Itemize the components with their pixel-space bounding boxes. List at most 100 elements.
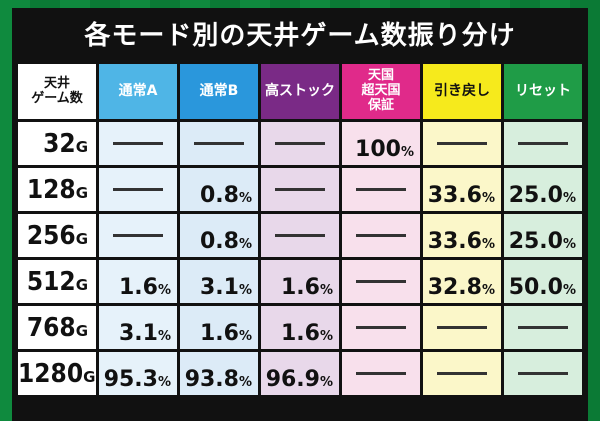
percent-unit: % — [562, 191, 576, 206]
header-row: 天井 ゲーム数 通常A 通常B 高ストック 天国 超天国 保証 引き戻し リセット — [18, 64, 582, 119]
games-value: 1280 — [18, 358, 84, 389]
normal-a-cell: 95.3% — [99, 352, 177, 395]
return-cell — [423, 306, 501, 349]
percent-value: 96.9% — [266, 367, 339, 392]
games-cell: 128G — [18, 168, 96, 211]
percent-value: 1.6% — [200, 321, 258, 346]
page-title: 各モード別の天井ゲーム数振り分け — [84, 20, 516, 51]
percent-unit: % — [400, 145, 414, 160]
percent-unit: % — [319, 375, 333, 390]
return-cell: 33.6% — [423, 168, 501, 211]
percent-unit: % — [481, 283, 495, 298]
percent-number: 0.8 — [199, 229, 239, 254]
percent-unit: % — [562, 283, 576, 298]
percent-value: 93.8% — [185, 367, 258, 392]
ceiling-distribution-table: 天井 ゲーム数 通常A 通常B 高ストック 天国 超天国 保証 引き戻し リセット 3… — [15, 61, 585, 398]
games-cell: 768G — [18, 306, 96, 349]
percent-unit: % — [238, 237, 252, 252]
percent-unit: % — [562, 237, 576, 252]
percent-number: 50.0 — [508, 275, 563, 300]
games-cell: 256G — [18, 214, 96, 257]
dash-icon — [356, 234, 406, 237]
percent-unit: % — [157, 283, 171, 298]
normal-b-cell: 93.8% — [180, 352, 258, 395]
normal-a-cell — [99, 168, 177, 211]
no-value-dash — [261, 122, 339, 165]
dash-icon — [518, 326, 568, 329]
percent-number: 33.6 — [427, 183, 482, 208]
percent-value: 33.6% — [428, 229, 501, 254]
percent-unit: % — [238, 329, 252, 344]
percent-number: 25.0 — [508, 229, 563, 254]
high-stock-cell — [261, 168, 339, 211]
dash-icon — [113, 188, 163, 191]
no-value-dash — [99, 122, 177, 165]
percent-unit: % — [157, 329, 171, 344]
no-value-dash — [423, 352, 501, 395]
dash-icon — [113, 234, 163, 237]
no-value-dash — [180, 122, 258, 165]
percent-value: 95.3% — [104, 367, 177, 392]
dash-icon — [356, 326, 406, 329]
dash-icon — [275, 188, 325, 191]
heaven-guarantee-cell — [342, 168, 420, 211]
header-normal-b: 通常B — [180, 64, 258, 119]
no-value-dash — [99, 168, 177, 211]
percent-number: 93.8 — [184, 367, 239, 392]
normal-b-cell: 3.1% — [180, 260, 258, 303]
games-cell: 512G — [18, 260, 96, 303]
percent-number: 1.6 — [118, 275, 158, 300]
percent-value: 100% — [355, 137, 420, 162]
table-row: 1280G 95.3% 93.8% 96.9% — [18, 352, 582, 395]
dash-icon — [437, 142, 487, 145]
no-value-dash — [261, 214, 339, 257]
dash-icon — [275, 234, 325, 237]
dash-icon — [113, 142, 163, 145]
percent-unit: % — [319, 283, 333, 298]
percent-number: 95.3 — [103, 367, 158, 392]
no-value-dash — [504, 306, 582, 349]
table-panel: 各モード別の天井ゲーム数振り分け 天井 ゲーム数 通常A 通常B 高ストック 天国… — [12, 8, 588, 421]
return-cell — [423, 352, 501, 395]
dash-icon — [356, 280, 406, 283]
percent-unit: % — [238, 191, 252, 206]
normal-b-cell: 0.8% — [180, 168, 258, 211]
dash-icon — [437, 326, 487, 329]
percent-number: 3.1 — [199, 275, 239, 300]
normal-b-cell: 1.6% — [180, 306, 258, 349]
no-value-dash — [342, 168, 420, 211]
games-unit: G — [83, 367, 96, 386]
percent-unit: % — [238, 375, 252, 390]
percent-value: 3.1% — [200, 275, 258, 300]
percent-value: 1.6% — [281, 321, 339, 346]
games-value: 768 — [26, 312, 76, 343]
percent-value: 0.8% — [200, 183, 258, 208]
percent-number: 32.8 — [427, 275, 482, 300]
return-cell: 32.8% — [423, 260, 501, 303]
reset-cell: 50.0% — [504, 260, 582, 303]
no-value-dash — [504, 352, 582, 395]
games-cell: 1280G — [18, 352, 96, 395]
heaven-guarantee-cell — [342, 306, 420, 349]
table-body: 32G 100% 128G 0.8% 33.6% 25.0% 256G 0.8% 33.6% 25… — [18, 122, 582, 395]
percent-number: 25.0 — [508, 183, 563, 208]
no-value-dash — [261, 168, 339, 211]
dash-icon — [437, 372, 487, 375]
percent-value: 1.6% — [281, 275, 339, 300]
table-row: 512G 1.6% 3.1% 1.6% 32.8% 50.0% — [18, 260, 582, 303]
dash-icon — [275, 142, 325, 145]
percent-value: 3.1% — [119, 321, 177, 346]
header-heaven-guarantee: 天国 超天国 保証 — [342, 64, 420, 119]
percent-value: 33.6% — [428, 183, 501, 208]
percent-number: 1.6 — [280, 321, 320, 346]
table-row: 256G 0.8% 33.6% 25.0% — [18, 214, 582, 257]
no-value-dash — [342, 306, 420, 349]
percent-value: 25.0% — [509, 183, 582, 208]
reset-cell: 25.0% — [504, 168, 582, 211]
reset-cell: 25.0% — [504, 214, 582, 257]
percent-number: 1.6 — [280, 275, 320, 300]
percent-number: 96.9 — [265, 367, 320, 392]
reset-cell — [504, 122, 582, 165]
dash-icon — [518, 372, 568, 375]
heaven-guarantee-cell — [342, 352, 420, 395]
